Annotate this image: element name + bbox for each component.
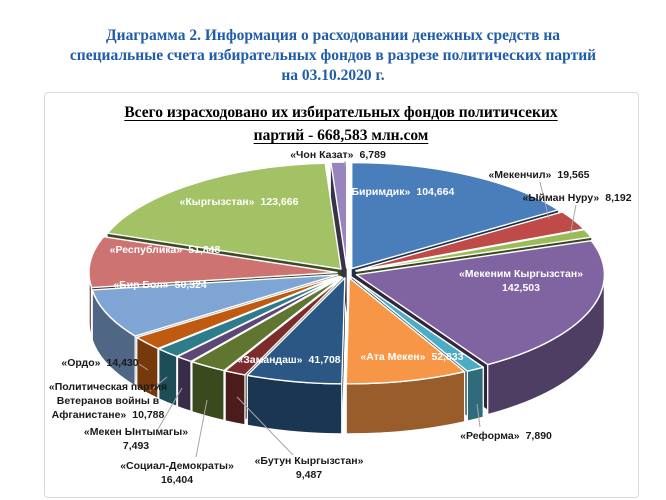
- chart-title-line-1: Всего израсходовано их избирательных фон…: [124, 104, 558, 121]
- pie-label-bir-bol: «Бир Бол» 50,324: [113, 279, 207, 291]
- pie-label-zamandash: «Замандаш» 41,708: [237, 354, 341, 366]
- pie-label-veterans-party: «Политическая партия Ветеранов войны в А…: [48, 381, 168, 421]
- pie-label-respublika: «Республика» 51,848: [109, 244, 221, 256]
- page-title-line-3: на 03.10.2020 г.: [281, 67, 385, 84]
- page-title-line-2: специальные счета избирательных фондов в…: [69, 47, 597, 64]
- pie-label-birimdik: «Биримдик» 104,664: [345, 186, 455, 198]
- pie-label-ata-meken: «Ата Мекен» 52,833: [360, 351, 464, 363]
- page-title: Диаграмма 2. Информация о расходовании д…: [10, 26, 656, 86]
- pie-label-social-demokraty: «Социал-Демократы» 16,404: [120, 460, 234, 486]
- chart-title: Всего израсходовано их избирательных фон…: [44, 101, 638, 147]
- pie-label-mekenim-kyrgyzstan: «Мекеним Кыргызстан» 142,503: [458, 268, 584, 294]
- pie-label-reforma: «Реформа» 7,890: [460, 430, 552, 442]
- pie-label-yiman-nuru: «Ыйман Нуру» 8,192: [522, 192, 632, 204]
- pie-label-ordo: «Ордо» 14,430: [61, 357, 139, 369]
- pie-label-butun-kyrgyzstan: «Бутун Кыргызстан» 9,487: [254, 455, 364, 481]
- pie-label-kyrgyzstan: «Кыргызстан» 123,666: [179, 196, 299, 208]
- page-title-line-1: Диаграмма 2. Информация о расходовании д…: [105, 27, 561, 44]
- pie-label-meken-yntymagy: «Мекен Ынтымагы» 7,493: [83, 426, 189, 452]
- pie-label-chon-kazat: «Чон Казат» 6,789: [290, 149, 386, 161]
- pie-label-mekenchil: «Мекенчил» 19,565: [488, 169, 590, 181]
- chart-title-line-2: партий - 668,583 млн.сом: [253, 127, 429, 144]
